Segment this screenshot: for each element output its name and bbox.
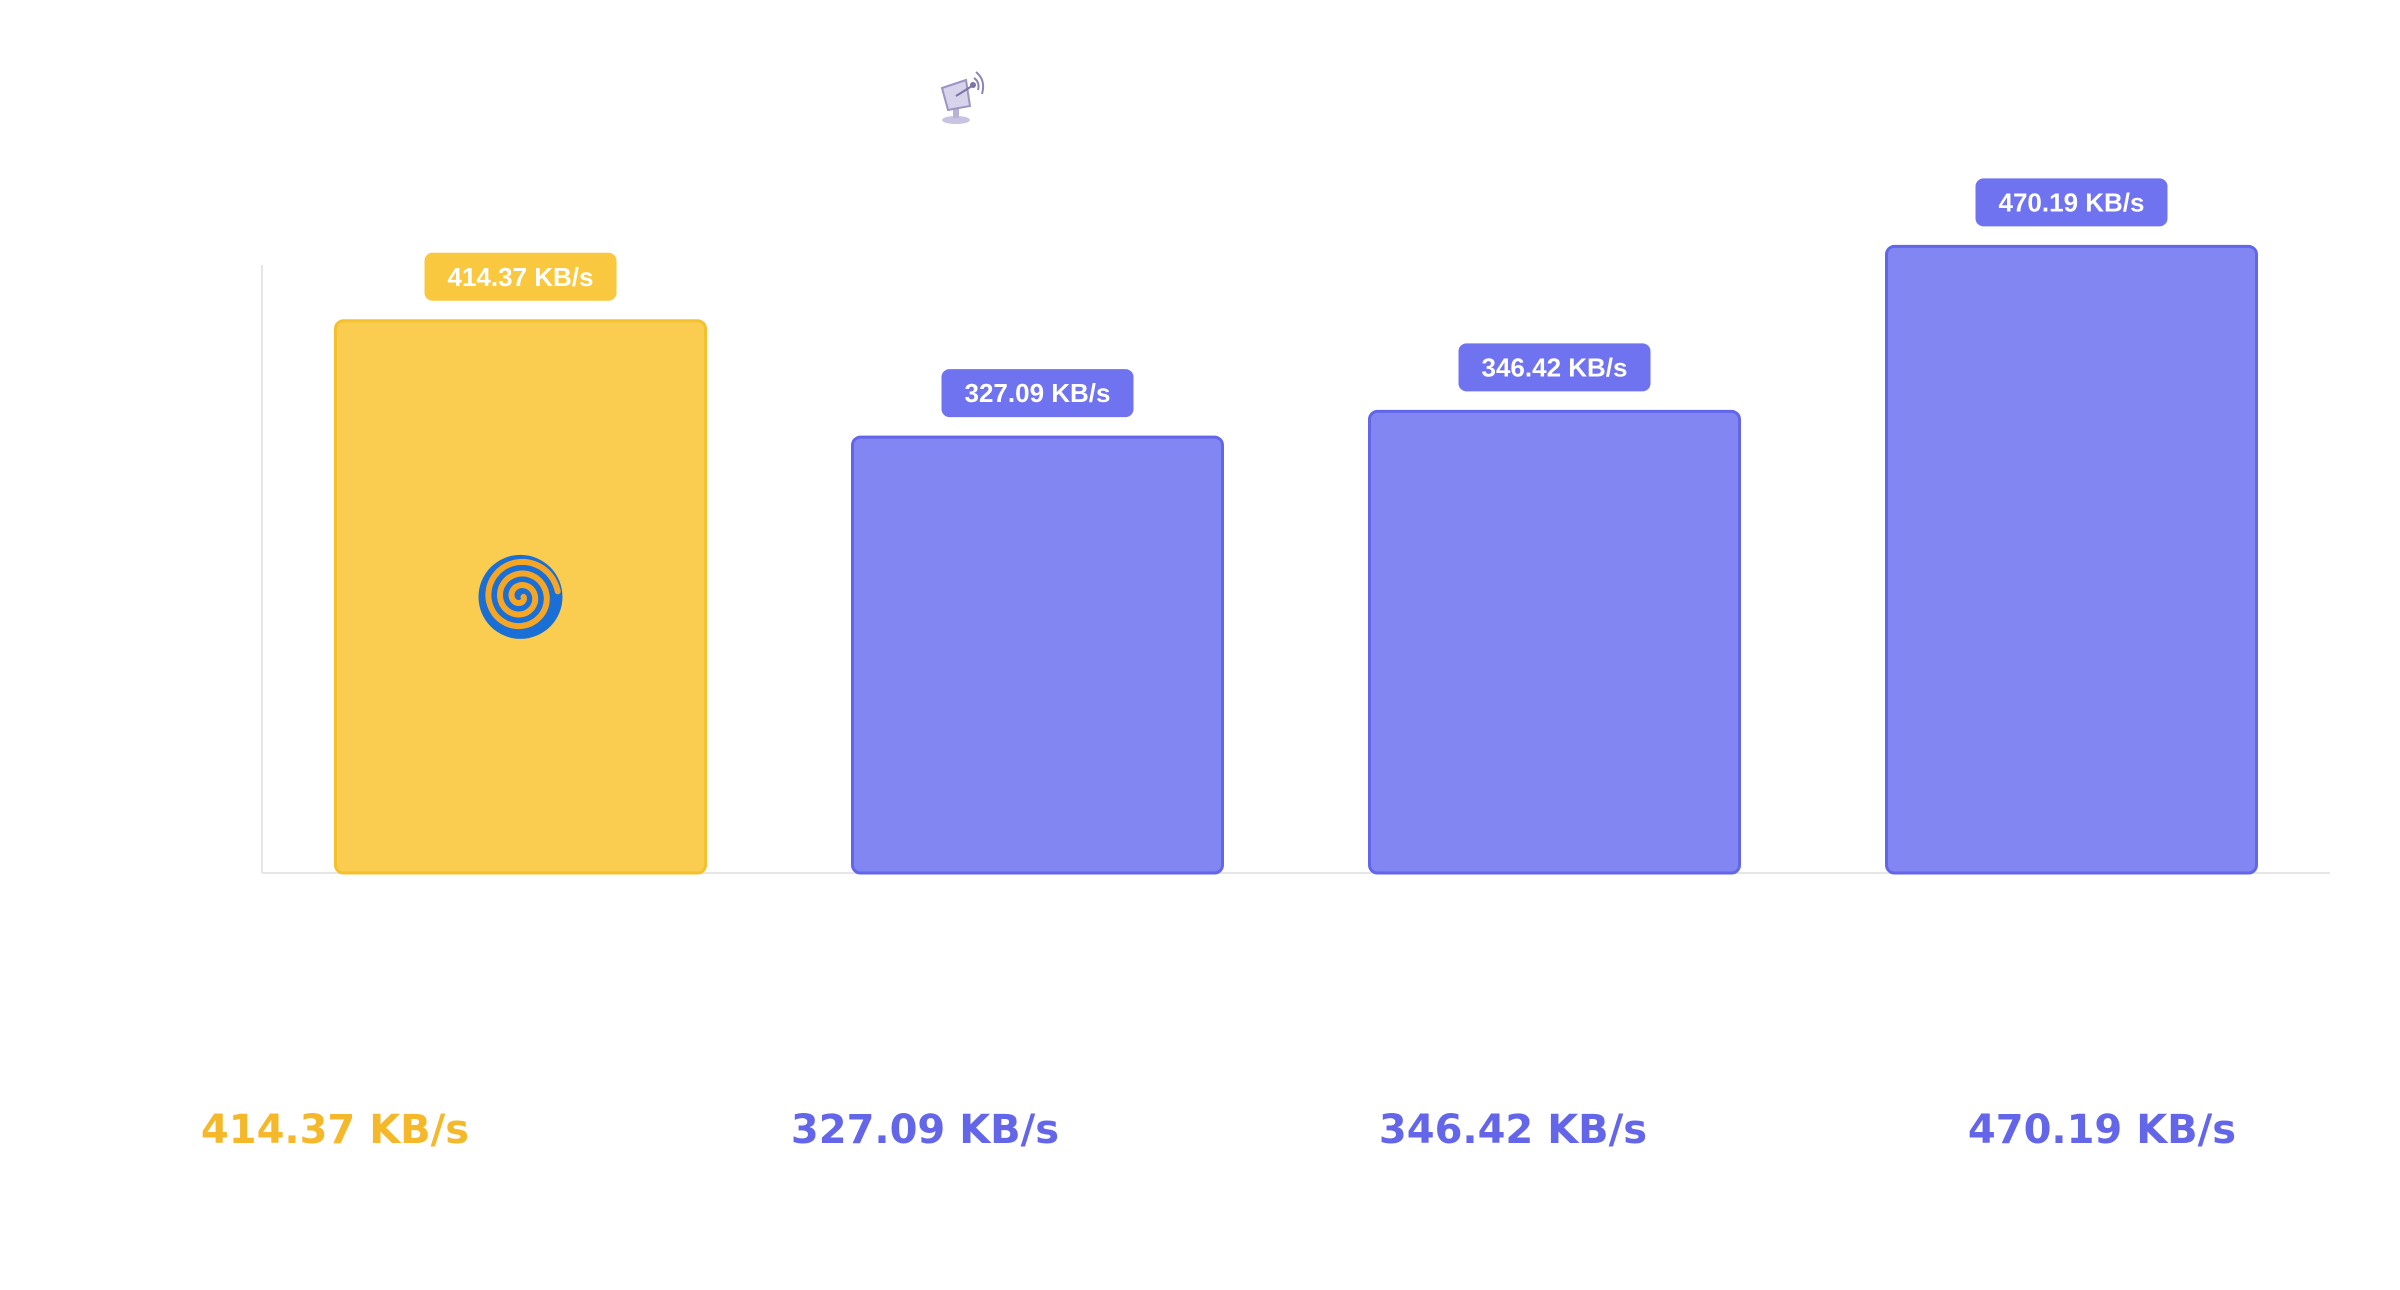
data-label-badge-2 xyxy=(941,369,1134,418)
bar-2 xyxy=(851,435,1224,875)
data-label-badge-3 xyxy=(1458,343,1651,392)
data-label-2: 327.09 KB/s xyxy=(965,378,1111,408)
summary-value-4: 470.19 KB/s xyxy=(1967,1107,2237,1153)
data-label-4: 470.19 KB/s xyxy=(1999,187,2145,217)
bar-4 xyxy=(1885,244,2258,875)
bars-layer: 414.37 KB/s 327.09 KB/s 346.42 KB/s 470.19 … xyxy=(334,178,2258,875)
satellite-dish-icon xyxy=(936,70,988,126)
data-label-1: 414.37 KB/s xyxy=(448,262,594,292)
summary-value-3: 346.42 KB/s xyxy=(1378,1107,1648,1153)
data-label-badge-4 xyxy=(1975,178,2168,227)
spiral-icon xyxy=(478,554,563,639)
bar-3 xyxy=(1368,409,1741,875)
summary-value-2: 327.09 KB/s xyxy=(790,1107,1060,1153)
data-label-badge-1 xyxy=(424,252,617,301)
data-label-3: 346.42 KB/s xyxy=(1482,352,1628,382)
summary-value-1: 414.37 KB/s xyxy=(200,1107,470,1153)
summary-row: 414.37 KB/s 327.09 KB/s 346.42 KB/s 470.19 … xyxy=(0,1100,2400,1180)
bar-chart: 414.37 KB/s 327.09 KB/s 346.42 KB/s 470.19 … xyxy=(261,178,2330,875)
